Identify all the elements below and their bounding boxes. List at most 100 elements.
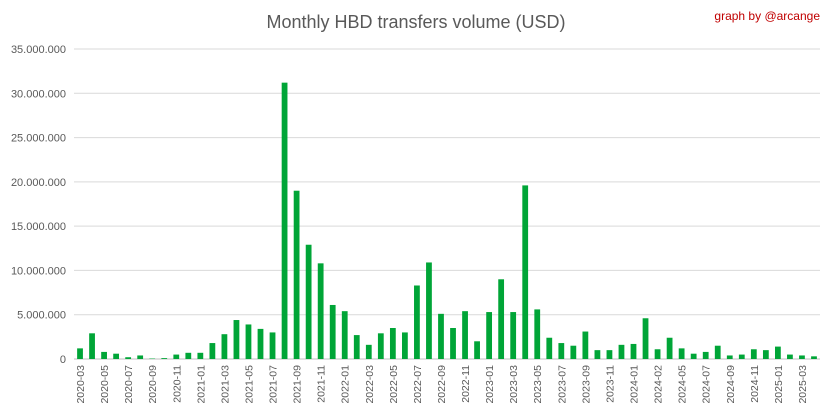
y-tick-label: 35.000.000 <box>11 44 66 56</box>
bar <box>125 357 132 359</box>
x-tick-label: 2022-03 <box>364 365 376 404</box>
bar <box>377 333 384 359</box>
x-tick-label: 2024-09 <box>725 365 737 404</box>
bar <box>185 352 192 359</box>
bar <box>594 350 601 359</box>
x-tick-label: 2023-05 <box>532 365 544 404</box>
bar <box>534 309 541 359</box>
bar <box>389 328 396 359</box>
bar <box>113 353 120 359</box>
bar <box>738 354 745 359</box>
x-tick-label: 2020-07 <box>123 365 135 404</box>
x-tick-label: 2020-11 <box>171 365 183 403</box>
x-tick-label: 2022-11 <box>460 365 472 403</box>
bar <box>329 304 336 359</box>
y-tick-label: 25.000.000 <box>11 133 66 145</box>
x-tick-label: 2023-01 <box>484 365 496 404</box>
bar <box>438 313 444 359</box>
bar <box>775 346 781 359</box>
x-tick-label: 2025-03 <box>797 365 809 404</box>
x-tick-label: 2022-09 <box>436 365 448 404</box>
bar <box>101 351 107 359</box>
bar <box>762 350 769 359</box>
x-tick-label: 2023-09 <box>580 365 592 404</box>
bar <box>269 332 276 359</box>
x-tick-label: 2024-05 <box>677 365 689 404</box>
bar <box>245 324 252 359</box>
bar <box>474 341 480 359</box>
x-tick-label: 2024-11 <box>749 365 761 403</box>
x-axis-ticks: 2020-03 2020-05 2020-07 2020-09 2020-11 2021-… <box>75 365 809 404</box>
x-tick-label: 2021-11 <box>316 365 328 403</box>
bar <box>305 244 312 359</box>
bar <box>630 343 637 359</box>
bar <box>678 348 685 359</box>
bar <box>414 285 420 359</box>
bar <box>137 355 144 359</box>
y-tick-label: 5.000.000 <box>17 310 66 322</box>
watermark-text: graph by @arcange <box>714 9 820 23</box>
chart-title: Monthly HBD transfers volume (USD) <box>266 12 566 32</box>
bar <box>317 263 324 359</box>
bar <box>197 352 204 359</box>
x-tick-label: 2022-01 <box>340 365 352 404</box>
bar <box>221 334 228 359</box>
bar <box>402 332 408 359</box>
bar <box>654 349 661 359</box>
bar <box>750 349 757 359</box>
y-tick-label: 20.000.000 <box>11 177 66 189</box>
bar <box>787 354 793 359</box>
bar <box>558 343 565 359</box>
bar <box>582 331 589 359</box>
x-tick-label: 2021-05 <box>243 365 255 404</box>
bars <box>77 82 817 359</box>
bar <box>365 344 372 359</box>
x-tick-label: 2021-01 <box>195 365 207 404</box>
x-tick-label: 2025-01 <box>773 365 785 404</box>
y-tick-label: 10.000.000 <box>11 265 66 277</box>
bar <box>450 328 456 359</box>
bar <box>642 318 649 359</box>
bar <box>462 311 468 359</box>
bar <box>341 311 348 359</box>
x-tick-label: 2020-03 <box>75 365 87 404</box>
bar <box>799 355 805 359</box>
bar <box>486 312 493 359</box>
x-tick-label: 2023-11 <box>604 365 616 403</box>
bar <box>546 337 553 359</box>
bar <box>257 328 264 359</box>
x-tick-label: 2020-09 <box>147 365 159 404</box>
x-tick-label: 2024-07 <box>701 365 713 404</box>
bar <box>426 262 432 359</box>
bar <box>281 82 288 359</box>
x-tick-label: 2020-05 <box>99 365 111 404</box>
bar <box>209 343 216 359</box>
bar <box>233 320 240 359</box>
bar <box>714 345 721 359</box>
bar <box>702 351 709 359</box>
x-tick-label: 2021-07 <box>268 365 280 404</box>
x-tick-label: 2023-07 <box>556 365 568 404</box>
bar <box>353 335 360 359</box>
y-tick-label: 15.000.000 <box>11 221 66 233</box>
bar <box>77 348 83 359</box>
bar <box>618 344 625 359</box>
x-tick-label: 2023-03 <box>508 365 520 404</box>
x-tick-label: 2024-02 <box>653 365 665 404</box>
bar <box>522 185 529 359</box>
x-tick-label: 2022-07 <box>412 365 424 404</box>
bar <box>293 190 300 359</box>
x-tick-label: 2021-09 <box>292 365 304 404</box>
y-tick-label: 0 <box>60 354 66 366</box>
bar <box>510 312 517 359</box>
bar <box>173 354 180 359</box>
x-tick-label: 2024-01 <box>629 365 641 404</box>
x-tick-label: 2021-03 <box>219 365 231 404</box>
bar <box>606 350 613 359</box>
bar <box>811 356 817 359</box>
bar <box>161 358 168 359</box>
bar <box>570 345 577 359</box>
y-tick-label: 30.000.000 <box>11 88 66 100</box>
